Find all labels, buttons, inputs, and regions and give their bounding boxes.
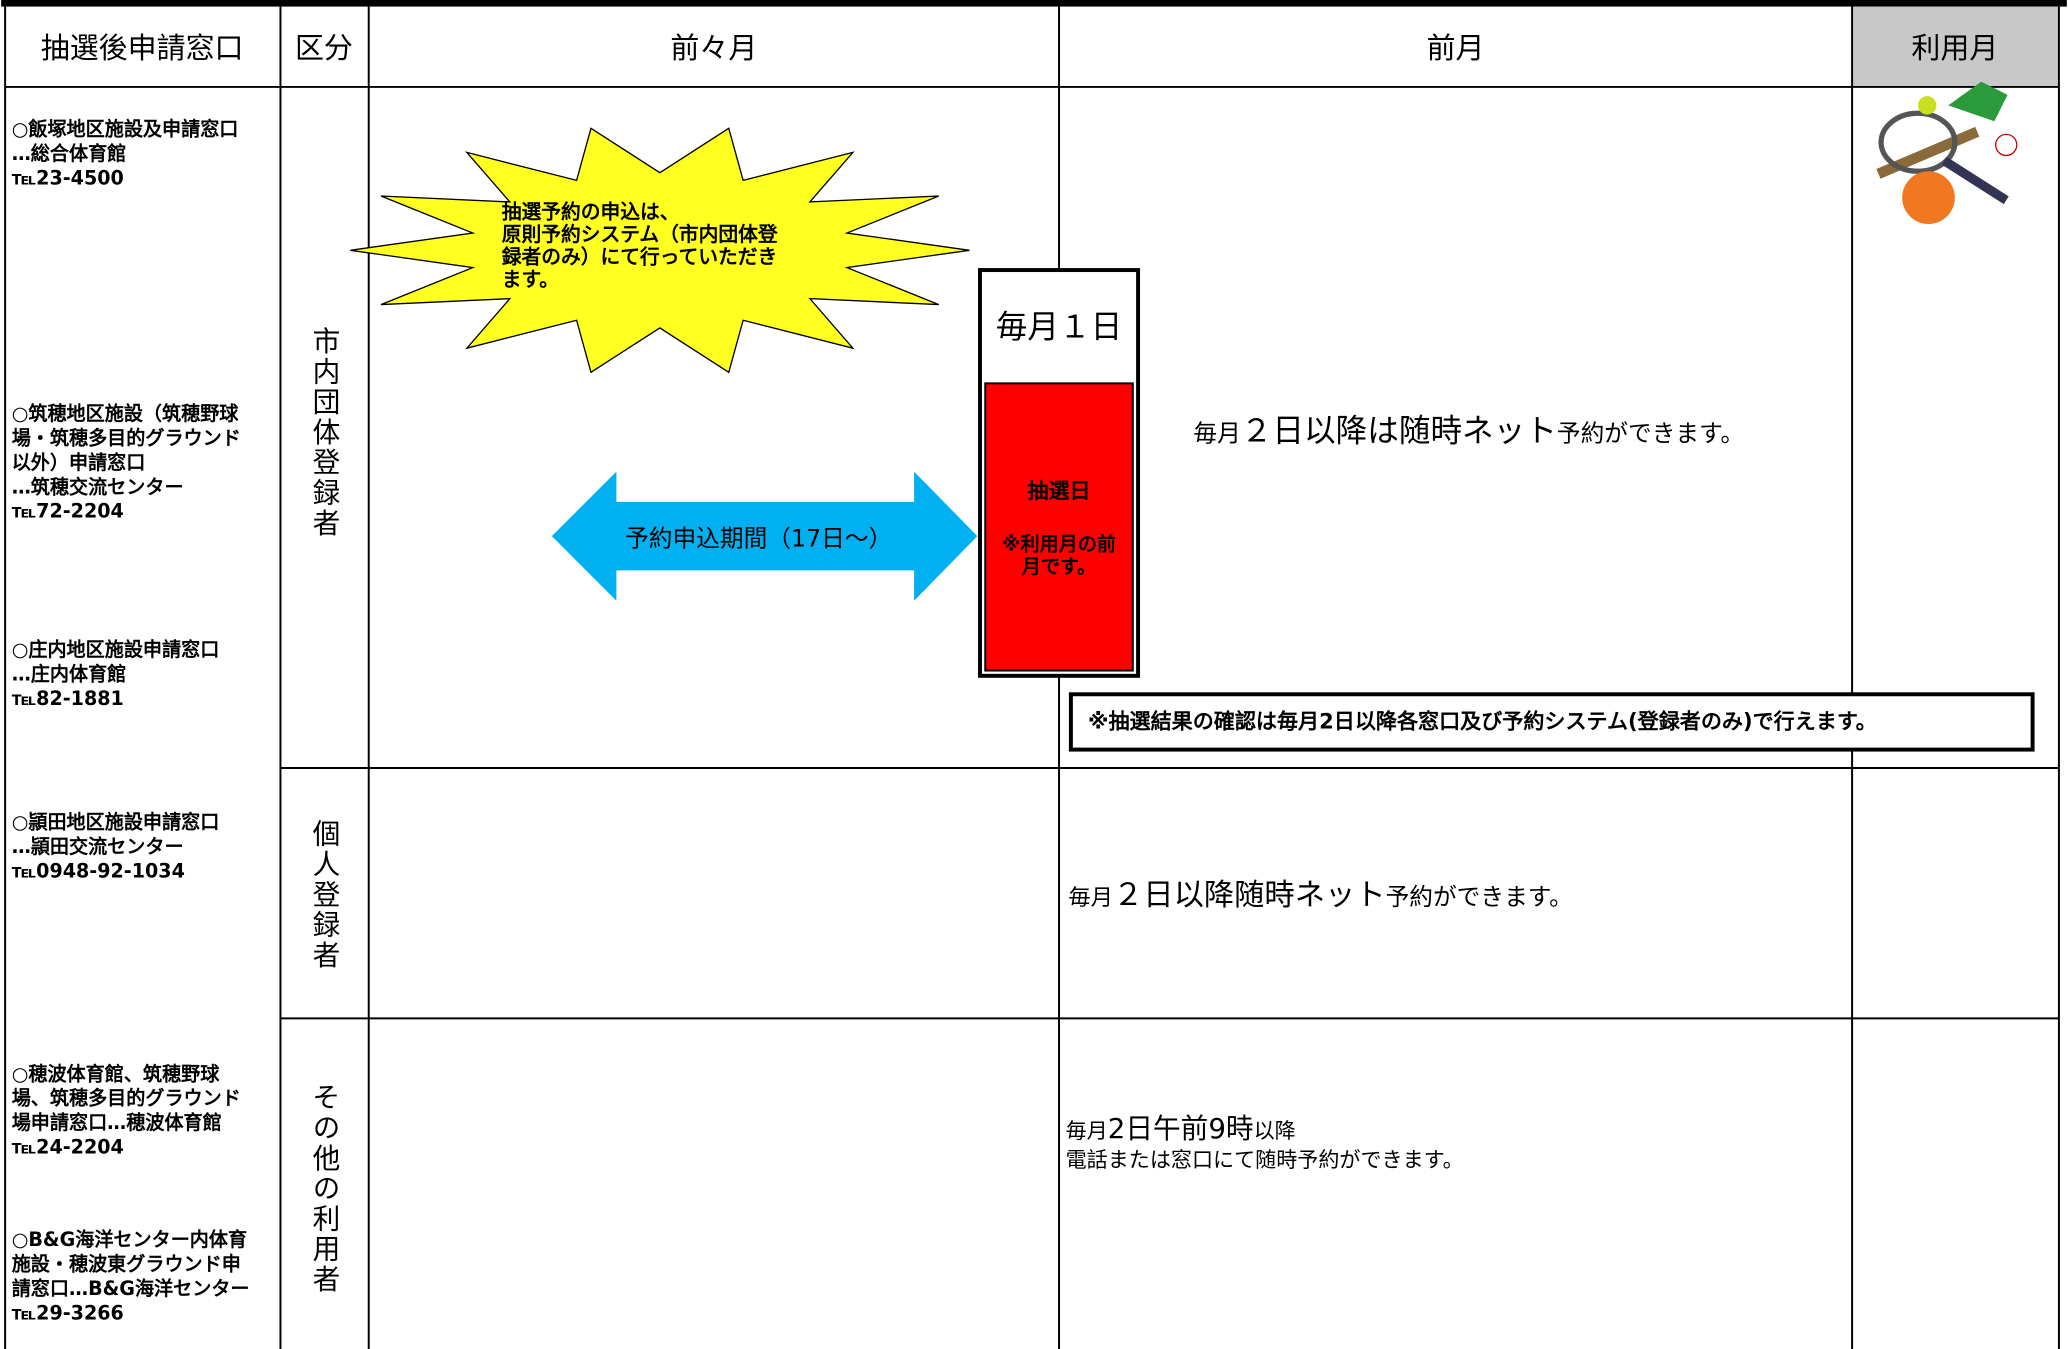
window-line: 場申請窓口…穂波体育館 xyxy=(12,1111,222,1134)
window-line: ℡24-2204 xyxy=(11,1135,124,1158)
window-line: ○飯塚地区施設及申請窓口 xyxy=(12,118,239,141)
category-label: 個人登録者 xyxy=(307,819,340,970)
personal-net-text-part: 予約ができます。 xyxy=(1386,883,1573,911)
personal-net-text-part: ２日以降随時ネット xyxy=(1113,878,1386,913)
column-header: 抽選後申請窓口 xyxy=(41,31,244,65)
window-line: ○庄内地区施設申請窓口 xyxy=(12,638,220,661)
window-line: ℡82-1881 xyxy=(11,687,124,710)
window-line: …筑穂交流センター xyxy=(12,475,184,498)
result-box xyxy=(1068,692,2035,752)
column-header: 前月 xyxy=(1427,31,1485,65)
arrow-label: 予約申込期間（17日～） xyxy=(625,525,892,553)
group-net-text-part: 毎月 xyxy=(1193,419,1240,447)
window-line: ○筑穂地区施設（筑穂野球 xyxy=(12,402,240,425)
window-line: ℡29-3266 xyxy=(11,1301,124,1324)
window-line: 場・筑穂多目的グラウンド xyxy=(12,427,241,450)
column-header: 前々月 xyxy=(670,31,757,65)
starburst-text: ます。 xyxy=(502,268,559,291)
window-line: ○B&G海洋センター内体育 xyxy=(12,1228,247,1251)
starburst-text: 録者のみ）にて行っていただき xyxy=(502,245,778,268)
other-text: 毎月2日午前9時以降 xyxy=(1066,1112,1296,1145)
lottery-red xyxy=(984,382,1134,672)
other-text-part: 毎月 xyxy=(1066,1118,1108,1143)
window-line: 場、筑穂多目的グラウンド xyxy=(12,1087,241,1110)
category-label: その他の利用者 xyxy=(307,1083,340,1295)
group-net-text-part: 予約ができます。 xyxy=(1557,419,1744,447)
lottery-date: 毎月１日 xyxy=(996,309,1122,345)
other-text-part: 以降 xyxy=(1254,1118,1296,1143)
starburst xyxy=(350,127,970,374)
window-line: 以外）申請窓口 xyxy=(12,451,146,474)
personal-net-text-part: 毎月 xyxy=(1068,885,1113,911)
window-line: 施設・穂波東グラウンド申 xyxy=(12,1253,241,1276)
top-border xyxy=(1,0,2067,7)
window-line: …庄内体育館 xyxy=(12,662,127,685)
grid xyxy=(4,6,2060,1349)
window-line: ℡0948-92-1034 xyxy=(11,859,185,882)
starburst-text: 抽選予約の申込は、 xyxy=(502,201,680,224)
window-line: ○穂波体育館、筑穂野球 xyxy=(12,1062,221,1085)
window-line: ℡72-2204 xyxy=(11,500,124,523)
other-text-second: 電話または窓口にて随時予約ができます。 xyxy=(1066,1147,1464,1172)
sports-icon xyxy=(1876,81,2018,224)
window-line: 請窓口…B&G海洋センター xyxy=(12,1277,250,1300)
lottery-title: 抽選日 xyxy=(1027,478,1090,503)
group-net-text: 毎月２日以降は随時ネット予約ができます。 xyxy=(1193,413,1744,449)
lottery-note: 月です。 xyxy=(1021,555,1096,578)
starburst-text: 原則予約システム（市内団体登 xyxy=(502,223,778,246)
window-line: …頴田交流センター xyxy=(12,835,184,858)
header-shade xyxy=(1852,6,2059,87)
window-line: ○頴田地区施設申請窓口 xyxy=(12,811,220,834)
personal-net-text: 毎月２日以降随時ネット予約ができます。 xyxy=(1068,878,1573,913)
double-arrow xyxy=(551,471,978,601)
category-label: 市内団体登録者 xyxy=(307,327,340,539)
other-text-part: 2日午前9時 xyxy=(1108,1112,1254,1145)
result-note: ※抽選結果の確認は毎月2日以降各窓口及び予約システム(登録者のみ)で行えます。 xyxy=(1088,709,1877,734)
window-line: ℡23-4500 xyxy=(11,166,124,189)
window-line: …総合体育館 xyxy=(12,142,127,165)
column-header: 区分 xyxy=(295,31,353,65)
group-net-text-part: ２日以降は随時ネット xyxy=(1241,413,1557,449)
column-header: 利用月 xyxy=(1911,31,1998,65)
lottery-note: ※利用月の前 xyxy=(1002,533,1116,556)
